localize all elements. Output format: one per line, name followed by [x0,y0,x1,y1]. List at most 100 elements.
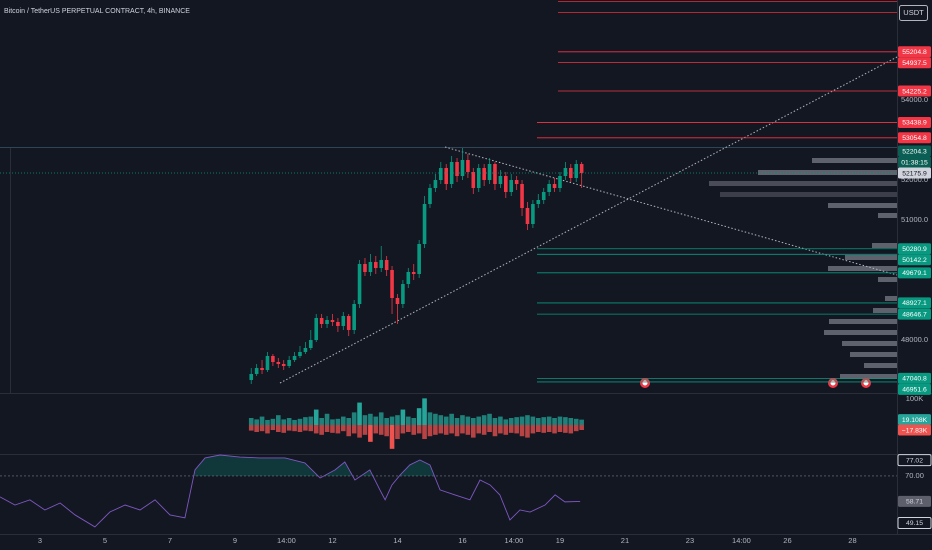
volume-bar [411,417,417,425]
volume-bar [395,415,400,425]
volume-bar [362,415,368,425]
volume-bar [297,425,303,433]
candle-body [308,340,313,348]
candle-body [433,180,438,188]
volume-bar [481,415,487,425]
volume-bar [335,425,341,434]
candle-body [493,164,497,184]
level-label: 55204.8 [902,49,927,56]
volume-bar [508,417,514,425]
volume-bar [303,425,308,431]
volume-bar [346,417,352,425]
candle-body [482,168,486,180]
volume-bar [476,416,482,425]
level-label-box [898,132,931,144]
volume-bar [373,416,379,425]
candle-body [346,316,351,330]
profile-bar [878,213,897,218]
x-tick-label: 9 [233,536,237,545]
volume-bar [535,425,541,433]
volume-bar [340,425,346,432]
currency[interactable]: USDT [903,8,924,17]
rsi-line [0,454,581,528]
profile-bar [872,243,897,248]
x-tick-label: 7 [168,536,172,545]
profile-bar [864,363,897,368]
candle-body [422,204,427,244]
candle-body [503,176,508,192]
level-label: 54225.2 [902,88,927,95]
volume-bar [443,416,449,425]
volume-bar [422,425,427,440]
y-tick-label: 52000.0 [901,175,928,184]
volume-value-label-box [898,424,931,436]
volume-bar [449,413,454,425]
volume-bar [460,425,465,434]
profile-bar [885,296,897,301]
candle-body [444,168,449,184]
candle-body [395,298,400,304]
candle-body [498,176,503,184]
currency-box[interactable] [899,5,928,21]
x-tick-label: 19 [556,536,564,545]
candle-body [558,176,562,188]
profile-bar [720,192,897,197]
x-tick-label: 21 [621,536,629,545]
volume-bar [275,415,281,425]
volume-bar [400,425,406,434]
level-label: 50142.2 [902,257,927,264]
volume-bar [416,425,422,434]
volume-value-label: −17.83K [902,427,928,434]
volume-bar [259,425,265,432]
level-label-box [898,116,931,128]
level-label: 48646.7 [902,311,927,318]
volume-bar [292,419,297,425]
candle-body [292,356,297,360]
x-tick-label: 26 [783,536,791,545]
x-tick-label: 12 [328,536,336,545]
candle-body [536,200,541,204]
candle-body [401,284,405,304]
volume-bar [275,425,281,433]
countdown-label-box [898,156,931,168]
volume-bar [433,425,438,435]
candle-body [254,368,259,374]
profile-bar [842,341,897,346]
level-label: 53054.8 [902,135,927,142]
volume-bar [292,425,297,432]
level-label-box [898,383,931,395]
x-tick-label: 14:00 [732,536,751,545]
volume-bar [519,416,525,425]
last-price-label-box [898,167,931,179]
candle-body [287,360,291,366]
candle-body [466,160,470,172]
volume-bar [433,413,438,425]
candle-body [276,362,281,364]
volume-bar [530,416,536,425]
level-label-box [898,46,931,58]
profile-bar [878,277,897,282]
volume-bar [535,417,541,425]
level-label-box [898,372,931,384]
level-label-box [898,297,931,309]
x-tick-label: 28 [848,536,856,545]
volume-bar [378,412,384,425]
countdown-label: 01:38:15 [901,159,928,166]
rsi-value-label-box [898,495,931,507]
candle-body [265,356,270,370]
volume-bar [465,425,471,435]
level-label: 48927.1 [902,300,927,307]
volume-bar [259,416,265,425]
volume-bar [514,425,519,434]
candle-body [428,188,432,204]
volume-bar [443,425,449,435]
volume-bar [389,425,395,449]
volume-bar [460,415,465,425]
profile-bar [850,352,897,357]
candle-body [373,262,378,268]
candle-body [330,320,335,322]
volume-bar [248,425,254,431]
candle-body [552,184,557,188]
